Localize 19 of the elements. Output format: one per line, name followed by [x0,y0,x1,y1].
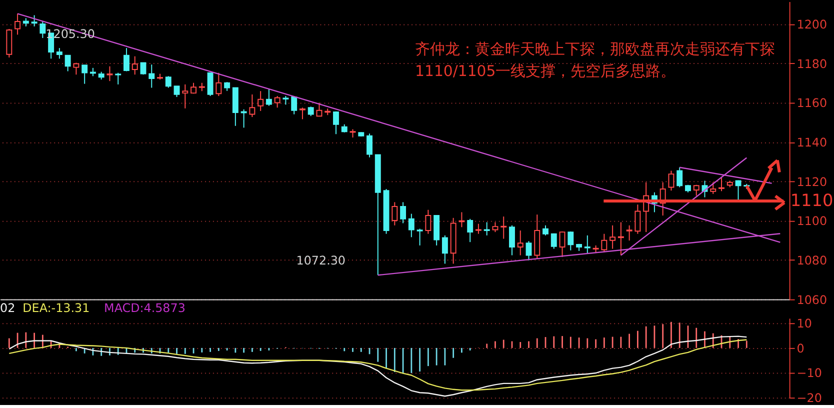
ref-line-label: 1110 [790,190,834,210]
text: MACD:4.5873 [104,301,186,316]
y-tick-label: 1060 [796,292,828,307]
y-tick-label: 1180 [796,56,828,71]
y-tick-label: 1140 [796,135,828,150]
text: DEA:-13.31 [22,301,90,316]
annotation: 1072.30 [296,254,346,268]
y-tick-label: 1160 [796,96,828,110]
y-tick-label: 1120 [796,174,828,189]
annotation: 齐仲龙：黄金昨天晚上下探，那欧盘再次走弱还有下探 [415,40,776,58]
y-tick-label: 1200 [796,18,828,32]
text: 02 [0,301,16,316]
y-tick-label: 0 [796,341,804,356]
y-tick-label: −10 [796,366,822,380]
annotation: 1110/1105一线支撑，先空后多思路。 [415,62,676,80]
y-tick-label: −20 [796,391,822,406]
y-tick-label: 1100 [796,214,828,228]
y-tick-label: 10 [796,316,812,331]
y-tick-label: 1080 [796,253,828,268]
